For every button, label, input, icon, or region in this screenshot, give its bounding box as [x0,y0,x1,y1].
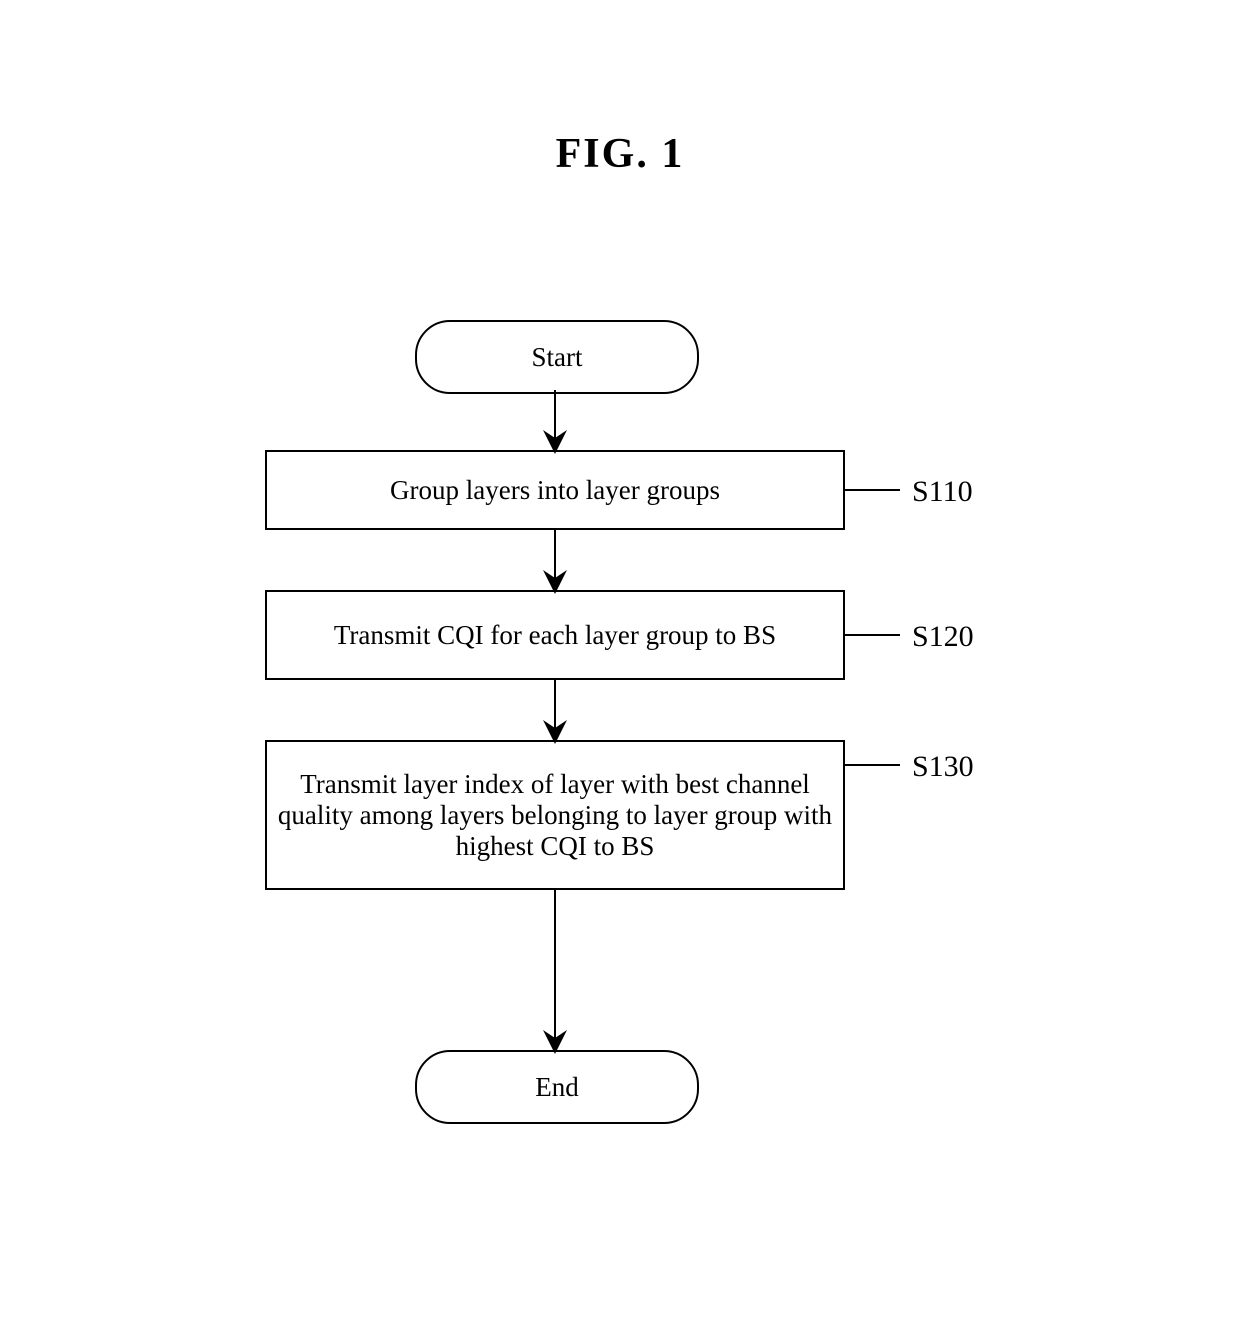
terminator-start: Start [415,320,699,394]
process-s130: Transmit layer index of layer with best … [265,740,845,890]
process-s130-text: Transmit layer index of layer with best … [277,769,833,862]
process-s120: Transmit CQI for each layer group to BS [265,590,845,680]
terminator-start-label: Start [532,342,583,373]
label-s120: S120 [912,620,974,654]
process-s110-text: Group layers into layer groups [390,475,720,506]
figure-title: FIG. 1 [0,130,1240,178]
flowchart-canvas: FIG. 1 Start Group layers into layer gro… [0,0,1240,1328]
process-s110: Group layers into layer groups [265,450,845,530]
label-s110: S110 [912,475,973,509]
label-s130: S130 [912,750,974,784]
process-s120-text: Transmit CQI for each layer group to BS [334,620,776,651]
terminator-end: End [415,1050,699,1124]
terminator-end-label: End [535,1072,579,1103]
